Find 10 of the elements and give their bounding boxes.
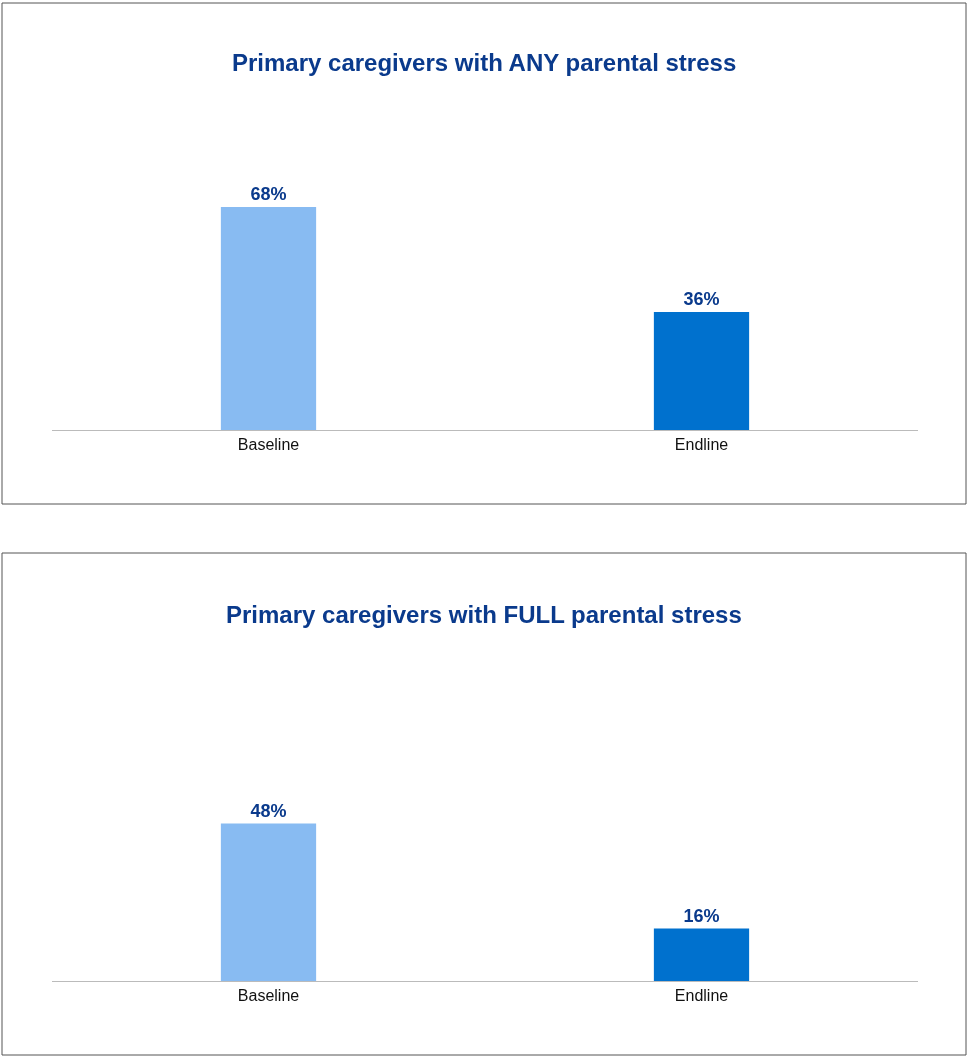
data-label: 36% [683,288,720,309]
data-label: 16% [683,905,720,926]
data-label: 48% [250,800,287,821]
x-tick-label: Endline [674,436,729,454]
data-label: 68% [250,184,287,204]
chart-title: Primary caregivers with ANY parental stress [232,49,737,76]
x-tick-label: Endline [674,987,729,1005]
x-tick-label: Baseline [237,436,300,454]
chart-title: Primary caregivers with FULL parental stress [226,601,742,628]
x-tick-label: Baseline [237,987,300,1005]
